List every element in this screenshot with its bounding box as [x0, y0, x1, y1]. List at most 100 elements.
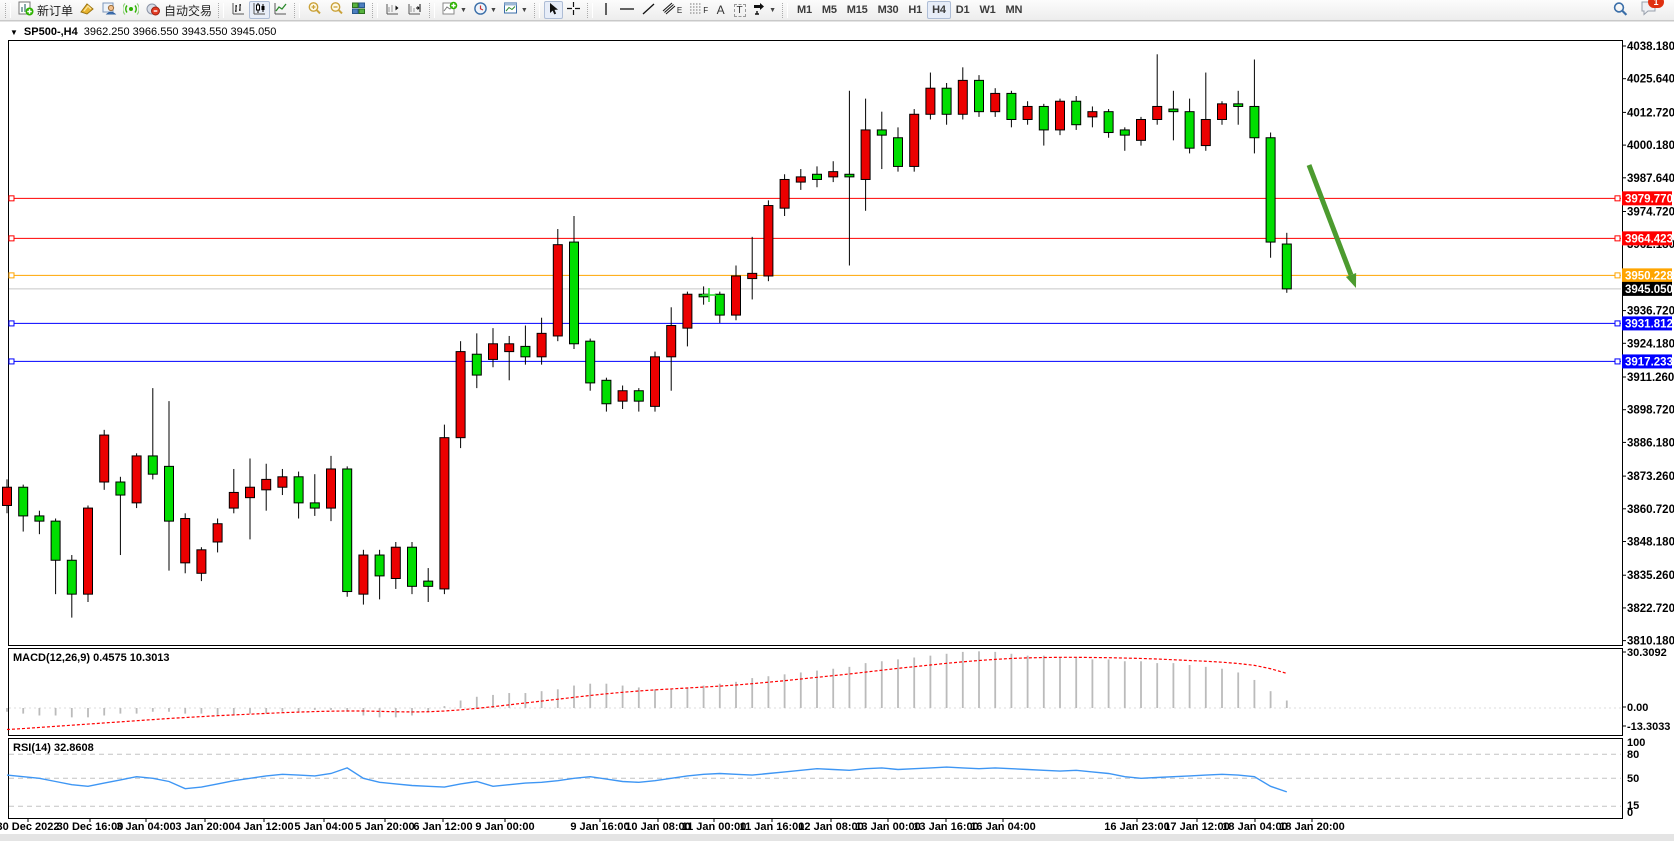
- svg-text:3945.050: 3945.050: [1625, 284, 1673, 296]
- text-tool[interactable]: A: [711, 1, 730, 19]
- auto-trading-button[interactable]: 自动交易: [142, 1, 215, 19]
- timeframe-mn[interactable]: MN: [1001, 1, 1028, 19]
- svg-text:3987.640: 3987.640: [1627, 173, 1674, 185]
- new-order-label: 新订单: [37, 3, 74, 18]
- chart-shift-icon: [407, 1, 423, 19]
- dropdown-caret: ▼: [769, 6, 777, 14]
- signals-icon: [122, 1, 140, 19]
- candlestick-chart-icon: [252, 1, 267, 19]
- svg-text:13 Jan 16:00: 13 Jan 16:00: [913, 821, 978, 833]
- text-label-tool[interactable]: T: [730, 1, 749, 19]
- candlestick-mode-button[interactable]: [249, 1, 271, 19]
- toolbar-grip[interactable]: [429, 2, 436, 18]
- new-order-button[interactable]: 新订单: [15, 1, 76, 19]
- line-handle[interactable]: [8, 195, 15, 202]
- zoom-in-button[interactable]: [304, 1, 326, 19]
- zoom-out-icon: [329, 1, 345, 19]
- timeframe-w1[interactable]: W1: [974, 1, 1000, 19]
- line-handle[interactable]: [1614, 235, 1621, 242]
- expert-advisor-icon: [101, 1, 117, 19]
- vertical-line-tool[interactable]: [597, 1, 616, 19]
- axis-price-label: [1622, 268, 1672, 283]
- toolbar-grip[interactable]: [586, 2, 593, 18]
- timeframe-h1[interactable]: H1: [903, 1, 927, 19]
- chart-symbol-title: SP500-,H4: [23, 26, 78, 38]
- svg-text:4025.640: 4025.640: [1627, 74, 1674, 86]
- toolbar-grip[interactable]: [533, 2, 540, 18]
- auto-scroll-button[interactable]: [382, 1, 404, 19]
- line-handle[interactable]: [8, 358, 15, 365]
- candles-layer: [2, 54, 1292, 618]
- crosshair-tool-button[interactable]: [563, 1, 584, 19]
- toolbar-grip[interactable]: [5, 2, 11, 18]
- timeframe-h4[interactable]: H4: [927, 1, 951, 19]
- svg-text:0.00: 0.00: [1627, 702, 1648, 714]
- svg-text:3 Jan 20:00: 3 Jan 20:00: [175, 821, 234, 833]
- macd-pane-content: MACD(12,26,9) 0.4575 10.3013 30.3092 0.00 -…: [6, 647, 1670, 733]
- line-handle[interactable]: [1614, 195, 1621, 202]
- line-chart-mode-button[interactable]: [270, 1, 291, 19]
- toolbar-grip[interactable]: [294, 2, 301, 18]
- experts-button[interactable]: [98, 1, 120, 19]
- chart-window: ▼ SP500-,H4 3962.250 3966.550 3943.550 3…: [0, 22, 1674, 834]
- axis-price-label: [1622, 281, 1672, 296]
- timeframe-m1[interactable]: M1: [792, 1, 817, 19]
- line-handle[interactable]: [1614, 358, 1621, 365]
- toolbar-grip[interactable]: [782, 2, 789, 18]
- tile-windows-button[interactable]: [348, 1, 369, 19]
- channel-tool[interactable]: E: [659, 1, 685, 19]
- chart-menu-icon[interactable]: ▼: [10, 27, 18, 37]
- svg-text:11 Jan 16:00: 11 Jan 16:00: [740, 821, 805, 833]
- text-label-icon: T: [733, 3, 746, 17]
- dropdown-caret: ▼: [489, 6, 497, 14]
- tile-windows-icon: [351, 1, 366, 19]
- templates-button[interactable]: ▼: [500, 1, 531, 19]
- svg-text:3917.233: 3917.233: [1625, 356, 1673, 368]
- line-chart-icon: [273, 1, 288, 19]
- zoom-out-button[interactable]: [326, 1, 348, 19]
- down-arrow-object[interactable]: [1306, 164, 1357, 288]
- macd-signal-line: [6, 656, 1287, 731]
- timeframe-m15[interactable]: M15: [842, 1, 873, 19]
- plus-marker-object[interactable]: [702, 288, 716, 302]
- svg-text:3924.180: 3924.180: [1627, 338, 1674, 350]
- svg-text:4038.180: 4038.180: [1627, 41, 1674, 53]
- periods-button[interactable]: ▼: [470, 1, 500, 19]
- timeframe-m5[interactable]: M5: [817, 1, 842, 19]
- svg-text:3 Jan 04:00: 3 Jan 04:00: [116, 821, 175, 833]
- line-handle[interactable]: [8, 235, 15, 242]
- svg-text:3810.180: 3810.180: [1627, 636, 1674, 648]
- fibonacci-tool[interactable]: F: [685, 1, 711, 19]
- toolbar-grip[interactable]: [218, 2, 225, 18]
- chart-canvas[interactable]: 4038.180 4025.640 4012.720 4000.180 3987.640…: [0, 22, 1674, 834]
- zoom-in-icon: [307, 1, 323, 19]
- line-handle[interactable]: [8, 320, 15, 327]
- search-button[interactable]: [1609, 1, 1632, 19]
- chat-button[interactable]: 1: [1640, 0, 1664, 21]
- indicators-button[interactable]: ▼: [439, 1, 470, 19]
- svg-text:13 Jan 00:00: 13 Jan 00:00: [855, 821, 920, 833]
- svg-text:3974.720: 3974.720: [1627, 207, 1674, 219]
- line-handle[interactable]: [1614, 320, 1621, 327]
- arrows-tool[interactable]: ▼: [749, 1, 779, 19]
- arrow-shapes-icon: [752, 2, 767, 19]
- svg-text:15: 15: [1627, 800, 1639, 812]
- pane-main: [8, 40, 1623, 646]
- svg-text:4000.180: 4000.180: [1627, 140, 1674, 152]
- horizontal-line-tool[interactable]: [616, 1, 638, 19]
- cursor-tool-button[interactable]: [543, 1, 563, 19]
- timeframe-m30[interactable]: M30: [873, 1, 904, 19]
- svg-text:30.3092: 30.3092: [1627, 647, 1667, 659]
- trendline-tool[interactable]: [638, 1, 659, 19]
- chart-shift-button[interactable]: [404, 1, 426, 19]
- timeframe-buttons: M1 M5 M15 M30 H1 H4 D1 W1 MN: [792, 1, 1027, 19]
- svg-text:3964.423: 3964.423: [1625, 233, 1673, 245]
- toolbar-grip[interactable]: [372, 2, 379, 18]
- bar-chart-mode-button[interactable]: [228, 1, 249, 19]
- profiles-button[interactable]: [76, 1, 98, 19]
- signals-button[interactable]: [120, 1, 142, 19]
- line-handle[interactable]: [1614, 272, 1621, 279]
- line-handle[interactable]: [8, 272, 15, 279]
- timeframe-d1[interactable]: D1: [951, 1, 975, 19]
- svg-text:16 Jan 23:00: 16 Jan 23:00: [1104, 821, 1169, 833]
